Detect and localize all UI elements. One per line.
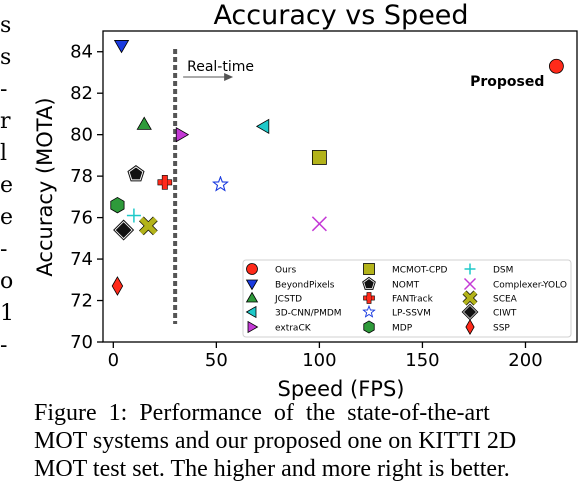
x-tick-label: 150 bbox=[405, 350, 439, 371]
legend-label-dsm: DSM bbox=[493, 266, 513, 276]
legend-marker-jcstd bbox=[245, 291, 259, 303]
x-tick-label: 0 bbox=[108, 350, 119, 371]
margin-char: - bbox=[0, 77, 7, 102]
point-lp-ssvm bbox=[211, 175, 230, 192]
legend-marker-complexer-yolo bbox=[463, 277, 477, 291]
margin-char: r bbox=[0, 109, 11, 134]
margin-char: - bbox=[0, 333, 7, 358]
legend-marker-nomt bbox=[362, 276, 376, 290]
legend-marker-fantrack bbox=[363, 292, 375, 304]
legend-label-3d-cnn-pmdm: 3D-CNN/PMDM bbox=[275, 309, 342, 319]
legend-label-ours: Ours bbox=[275, 266, 296, 276]
y-tick-label: 80 bbox=[70, 125, 93, 146]
margin-char: s bbox=[0, 13, 11, 38]
legend-marker-lp-ssvm bbox=[362, 304, 376, 318]
legend-label-scea: SCEA bbox=[493, 295, 518, 305]
legend-label-nomt: NOMT bbox=[392, 281, 420, 291]
y-axis-ticks: 70 72 74 76 78 80 82 84 bbox=[70, 42, 103, 353]
y-tick-label: 70 bbox=[70, 332, 93, 353]
margin-char: - bbox=[0, 237, 7, 262]
legend-label-ciwt: CIWT bbox=[493, 309, 517, 319]
legend-label-extrack: extraCK bbox=[275, 324, 312, 334]
point-extrack bbox=[175, 127, 190, 143]
y-tick-label: 84 bbox=[70, 42, 93, 63]
legend-marker-mdp bbox=[363, 320, 375, 334]
point-mcmot-cpd bbox=[311, 150, 327, 165]
margin-char: e bbox=[0, 173, 13, 198]
margin-char: 1 bbox=[0, 301, 14, 326]
margin-char: o bbox=[0, 269, 13, 294]
y-tick-label: 72 bbox=[70, 291, 93, 312]
y-axis-label: Accuracy (MOTA) bbox=[33, 97, 57, 276]
legend-marker-extrack bbox=[247, 320, 259, 334]
x-tick-label: 100 bbox=[302, 350, 336, 371]
legend-marker-ours bbox=[246, 263, 258, 275]
legend-label-ssp: SSP bbox=[493, 324, 510, 334]
chart-title: Accuracy vs Speed bbox=[213, 0, 468, 31]
legend-marker-scea bbox=[462, 290, 478, 306]
point-nomt bbox=[127, 165, 145, 182]
margin-char: e bbox=[0, 205, 13, 230]
y-tick-label: 78 bbox=[70, 166, 93, 187]
y-tick-label: 82 bbox=[70, 83, 93, 104]
point-scea bbox=[138, 216, 158, 236]
legend-marker-ciwt bbox=[461, 303, 479, 321]
point-beyondpixels bbox=[113, 40, 130, 54]
legend-label-fantrack: FANTrack bbox=[392, 295, 434, 305]
legend-marker-dsm bbox=[464, 263, 476, 275]
point-complexer-yolo bbox=[311, 216, 327, 232]
y-tick-label: 76 bbox=[70, 208, 93, 229]
caption-line-1: Figure 1: Performance of the state-of-th… bbox=[34, 400, 490, 426]
legend: Ours BeyondPixels JCSTD 3D-CNN/PMDM extraCK M… bbox=[242, 259, 572, 338]
data-points bbox=[110, 40, 564, 296]
caption-line-2: MOT systems and our proposed one on KITT… bbox=[34, 428, 517, 454]
y-tick-label: 74 bbox=[70, 249, 93, 270]
point-dsm bbox=[126, 208, 141, 223]
x-tick-label: 50 bbox=[205, 350, 228, 371]
legend-label-complexer-yolo: Complexer-YOLO bbox=[493, 281, 567, 291]
legend-label-beyondpixels: BeyondPixels bbox=[275, 281, 335, 291]
plot-area bbox=[102, 30, 578, 343]
margin-char: s bbox=[0, 45, 11, 70]
x-axis-label: Speed (FPS) bbox=[278, 377, 405, 400]
legend-marker-mcmot-cpd bbox=[363, 263, 375, 275]
legend-marker-ssp bbox=[465, 319, 475, 335]
margin-char: l bbox=[0, 141, 7, 166]
point-ciwt bbox=[113, 219, 135, 241]
legend-label-mdp: MDP bbox=[392, 324, 413, 334]
realtime-arrowhead bbox=[224, 73, 234, 81]
proposed-label: Proposed bbox=[470, 74, 544, 90]
legend-label-mcmot-cpd: MCMOT-CPD bbox=[392, 266, 448, 276]
point-fantrack bbox=[157, 175, 173, 190]
x-axis-ticks: 0 50 100 150 200 bbox=[108, 342, 543, 371]
caption-line-3: MOT test set. The higher and more right … bbox=[34, 456, 510, 482]
legend-marker-3d-cnn-pmdm bbox=[245, 305, 257, 319]
legend-label-lp-ssvm: LP-SSVM bbox=[392, 309, 431, 319]
point-3d-cnn-pmdm bbox=[255, 118, 270, 135]
legend-label-jcstd: JCSTD bbox=[274, 295, 302, 305]
x-tick-label: 200 bbox=[508, 350, 542, 371]
realtime-label: Real-time bbox=[187, 59, 254, 75]
point-jcstd bbox=[136, 116, 152, 130]
legend-box bbox=[242, 259, 572, 338]
point-mdp bbox=[110, 196, 125, 214]
legend-marker-beyondpixels bbox=[245, 279, 259, 291]
point-ssp bbox=[111, 276, 124, 296]
point-ours bbox=[548, 58, 564, 74]
